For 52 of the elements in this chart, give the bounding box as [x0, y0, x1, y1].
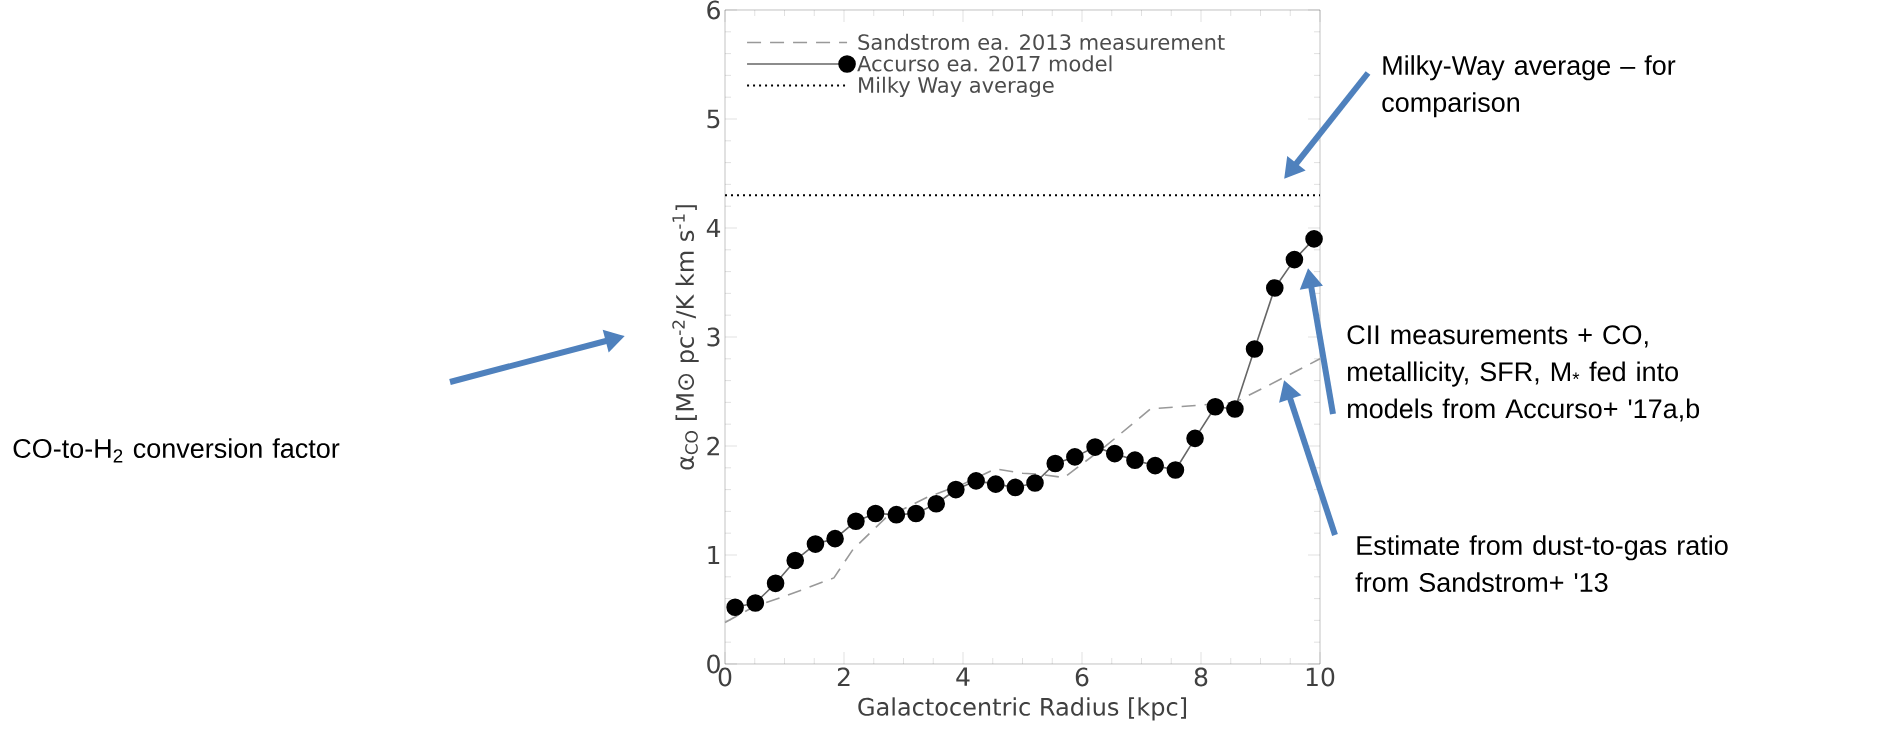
- text: Milky-Way average – for comparison: [1382, 55, 1676, 118]
- point: [1245, 340, 1264, 358]
- x-tick-label: 10: [1306, 667, 1335, 687]
- point: [1126, 451, 1144, 469]
- point: [907, 504, 925, 523]
- point: [986, 475, 1005, 493]
- point: [1086, 438, 1104, 456]
- point: [786, 551, 805, 570]
- y-tick-label: 1: [708, 545, 720, 565]
- y-tick-label: 2: [707, 436, 719, 456]
- point: [726, 598, 744, 617]
- point: [1226, 400, 1244, 418]
- x-tick-label: 2: [837, 667, 850, 687]
- legend-label: Sandstrom ea. 2013 measurement: [858, 33, 1225, 51]
- y-tick-label: 3: [707, 327, 720, 347]
- x-tick-label: 4: [956, 667, 970, 686]
- point: [1206, 397, 1225, 416]
- text: CO-to-H$_{2}$ conversion factor: [13, 438, 340, 463]
- point: [1305, 230, 1323, 248]
- text: CII measurements + CO, metallicity, SFR, M$_{*}$ fed into models from Accurso+ '17a,b: [1347, 325, 1700, 422]
- point: [1265, 279, 1284, 297]
- point: [847, 512, 865, 530]
- point: [746, 594, 765, 612]
- x-axis-title: Galactocentric Radius [kpc]: [858, 697, 1187, 721]
- point: [1066, 448, 1084, 466]
- point: [947, 480, 965, 499]
- y-axis-title: α$_{CO}$ [M⊙ pc$^{-2}$/K km s$^{-1}$]: [672, 205, 699, 470]
- x-tick-label: 8: [1194, 667, 1208, 687]
- text: Estimate from dust-to-gas ratio from Sandstrom+ '13: [1355, 535, 1728, 593]
- point: [1046, 454, 1065, 473]
- y-tick-label: 0: [707, 654, 720, 674]
- y-tick-label: 5: [707, 109, 720, 129]
- point: [766, 574, 785, 593]
- point: [1026, 474, 1044, 492]
- point: [927, 494, 946, 513]
- line-series: [724, 357, 1321, 624]
- y-tick-label: 4: [706, 218, 721, 238]
- legend-label: Milky Way average: [859, 76, 1054, 98]
- point: [967, 472, 985, 490]
- x-tick-label: 6: [1075, 667, 1089, 687]
- legend-label: Accurso ea. 2017 model: [857, 55, 1112, 72]
- point: [1285, 250, 1304, 269]
- point: [826, 529, 844, 548]
- point: [806, 535, 825, 553]
- point: [887, 505, 906, 524]
- point: [1146, 456, 1164, 475]
- point: [1006, 478, 1025, 497]
- point: [866, 504, 885, 523]
- point: [1186, 429, 1204, 448]
- point: [1105, 444, 1124, 463]
- y-tick-label: 6: [707, 0, 720, 20]
- point: [1166, 461, 1185, 479]
